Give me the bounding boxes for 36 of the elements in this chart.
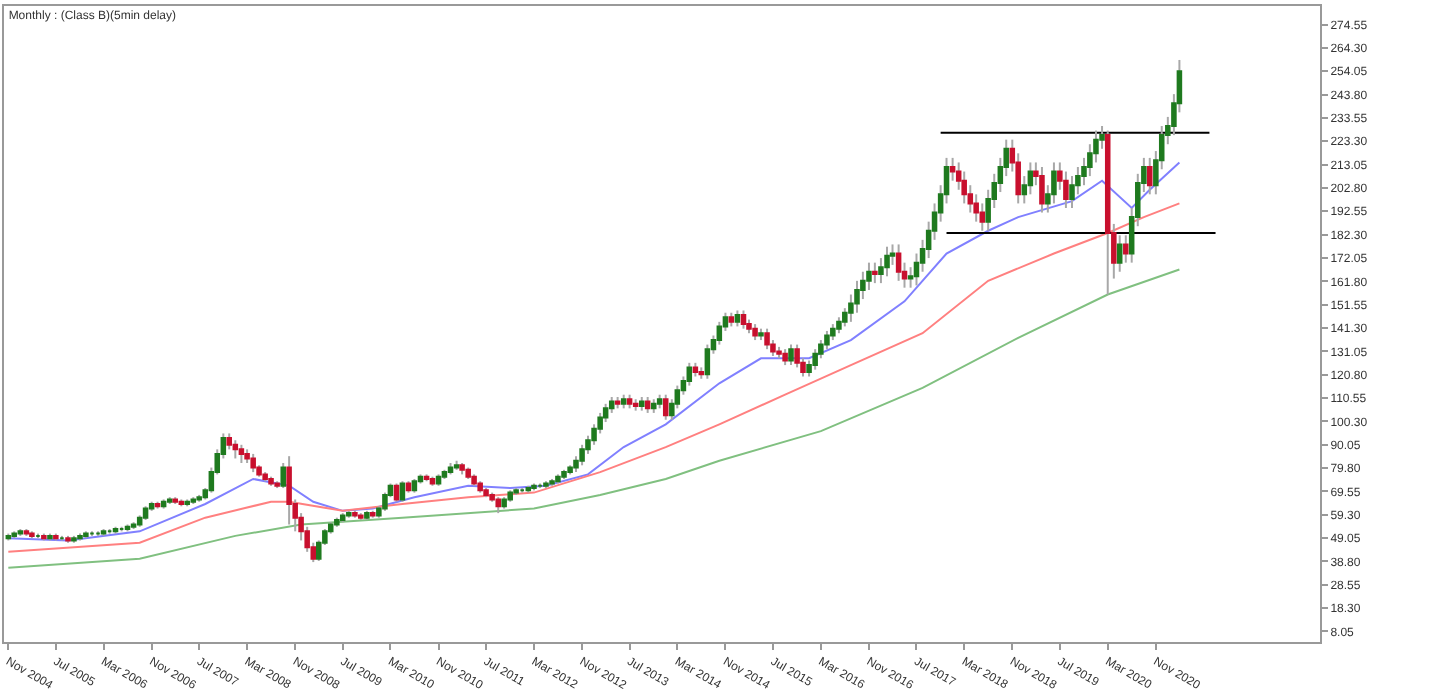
candlestick: [716, 320, 723, 346]
candlestick: [686, 361, 693, 387]
candlestick: [280, 462, 286, 490]
candlestick: [1069, 175, 1075, 209]
candlestick: [232, 439, 239, 460]
candlestick: [764, 327, 770, 351]
candlestick: [662, 393, 669, 421]
candlestick: [895, 243, 902, 282]
candlestick: [979, 202, 986, 232]
candlestick: [872, 261, 878, 285]
candlestick: [1146, 156, 1153, 196]
candlestick: [1123, 234, 1129, 264]
candlestick: [704, 343, 711, 380]
candlestick: [973, 193, 979, 223]
candlestick: [1063, 170, 1069, 209]
line-series: [7, 268, 1181, 569]
candlestick: [824, 329, 830, 351]
candlestick: [250, 452, 256, 474]
candlestick: [382, 491, 388, 512]
candlestick: [393, 482, 400, 503]
candlestick: [579, 443, 585, 467]
candlestick: [1039, 166, 1045, 214]
candlestick: [949, 156, 956, 182]
candlestick: [961, 170, 967, 205]
candlestick: [884, 245, 890, 278]
candlestick: [866, 261, 872, 291]
candlestick: [812, 348, 818, 371]
candlestick: [286, 455, 292, 526]
candlestick: [788, 343, 794, 367]
candlestick: [854, 279, 860, 314]
candlestick: [238, 443, 245, 465]
candlestick: [1051, 161, 1057, 205]
candlestick: [1027, 161, 1034, 196]
candlestick: [1116, 234, 1123, 273]
candlestick: [740, 309, 747, 330]
candlestick: [794, 343, 800, 369]
